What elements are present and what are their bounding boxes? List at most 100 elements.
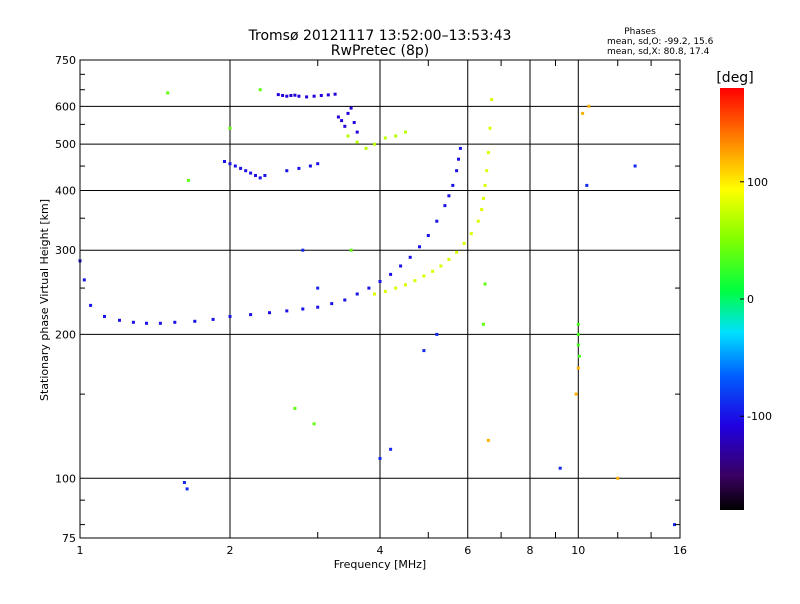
chart-title: Tromsø 20121117 13:52:00–13:53:43: [248, 28, 512, 44]
y-tick-label: 600: [55, 100, 76, 113]
data-point: [443, 204, 447, 208]
data-point: [389, 447, 393, 451]
x-axis-label: Frequency [MHz]: [334, 558, 426, 571]
stats-heading: Phases: [624, 27, 656, 37]
data-point: [336, 115, 340, 119]
data-point: [263, 174, 267, 177]
data-point: [399, 264, 403, 268]
data-point: [244, 169, 248, 173]
data-point: [254, 174, 257, 177]
data-point: [281, 94, 285, 97]
plot-frame: [79, 59, 681, 539]
data-point: [367, 286, 371, 290]
data-point: [574, 392, 578, 396]
data-point: [576, 343, 580, 347]
data-point: [182, 481, 186, 484]
data-point: [462, 241, 466, 245]
data-point: [268, 311, 271, 315]
data-point: [293, 406, 297, 410]
colorbar-tick-label: -100: [747, 410, 772, 423]
data-points: [78, 88, 676, 527]
data-point: [343, 124, 347, 128]
data-point: [404, 130, 407, 134]
data-point: [103, 315, 106, 318]
x-tick-label: 4: [377, 544, 384, 557]
data-point: [378, 457, 382, 460]
data-point: [633, 164, 637, 168]
x-tick-label: 1: [77, 544, 84, 557]
data-point: [355, 292, 359, 296]
x-tick-label: 6: [464, 544, 471, 557]
data-point: [364, 146, 368, 150]
data-point: [308, 164, 312, 168]
y-tick-label: 100: [55, 472, 76, 485]
data-point: [289, 94, 293, 97]
data-point: [211, 317, 215, 321]
data-point: [173, 320, 177, 324]
data-point: [451, 183, 455, 187]
data-point: [481, 196, 485, 200]
y-tick-label: 750: [55, 54, 76, 67]
data-point: [349, 106, 353, 110]
y-ticks: 75 100 200 300 400 500 600 750: [55, 54, 680, 545]
data-point: [455, 169, 459, 173]
data-point: [576, 332, 580, 336]
data-point: [383, 289, 387, 293]
data-point: [490, 98, 494, 101]
data-point: [426, 234, 430, 237]
data-point: [82, 278, 86, 282]
data-point: [576, 366, 580, 370]
data-point: [228, 315, 232, 318]
x-tick-label: 16: [673, 544, 687, 557]
data-point: [185, 487, 189, 491]
colorbar-tick-label: 100: [747, 176, 768, 189]
data-point: [293, 93, 297, 97]
y-tick-label: 300: [55, 244, 76, 257]
data-point: [404, 283, 407, 287]
data-point: [158, 321, 162, 325]
data-point: [577, 354, 581, 358]
data-point: [435, 332, 439, 336]
data-point: [193, 319, 197, 323]
data-point: [297, 94, 301, 98]
data-point: [166, 91, 170, 95]
x-tick-label: 8: [527, 544, 534, 557]
data-point: [389, 272, 393, 276]
data-point: [483, 183, 487, 187]
data-point: [408, 255, 412, 259]
data-point: [373, 292, 376, 296]
colorbar-tick-label: 0: [747, 293, 754, 306]
data-point: [249, 171, 253, 175]
colorbar-ticks: 100 0 -100: [740, 176, 772, 423]
data-point: [258, 88, 262, 92]
data-point: [355, 130, 359, 134]
data-point: [439, 264, 443, 268]
data-point: [285, 169, 289, 173]
data-point: [349, 248, 353, 252]
data-point: [558, 466, 562, 470]
x-tick-label: 10: [571, 544, 585, 557]
data-point: [118, 318, 121, 322]
data-point: [435, 219, 439, 223]
data-point: [422, 349, 426, 353]
data-point: [585, 183, 589, 187]
data-point: [223, 160, 226, 163]
y-tick-label: 400: [55, 184, 76, 197]
data-point: [346, 111, 350, 115]
x-tick-label: 2: [227, 544, 234, 557]
data-point: [233, 164, 237, 168]
data-point: [431, 269, 435, 273]
y-axis-label: Stationary phase Virtual Height [km]: [38, 199, 51, 401]
data-point: [469, 232, 473, 236]
data-point: [276, 93, 280, 97]
data-point: [486, 151, 490, 155]
data-point: [587, 104, 591, 108]
data-point: [312, 94, 316, 98]
data-point: [330, 302, 334, 306]
data-point: [319, 94, 323, 97]
data-point: [326, 93, 330, 97]
data-point: [486, 438, 490, 442]
data-point: [239, 166, 243, 170]
data-point: [285, 94, 289, 98]
data-point: [346, 134, 350, 138]
